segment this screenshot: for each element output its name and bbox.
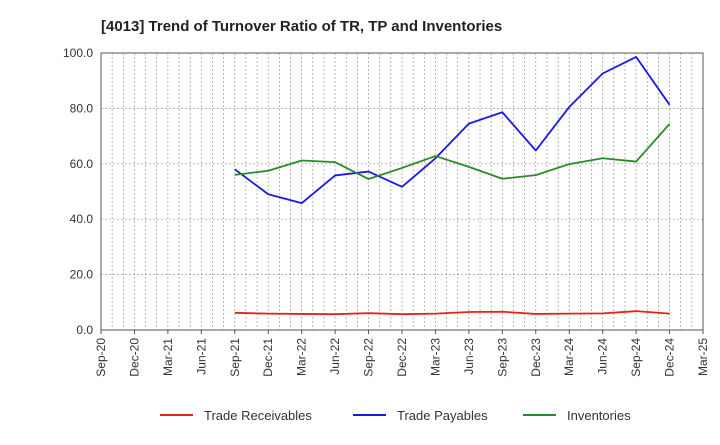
series-line-trade-receivables bbox=[234, 310, 670, 316]
x-tick-label: Mar-21 bbox=[161, 338, 175, 376]
chart-title: [4013] Trend of Turnover Ratio of TR, TP… bbox=[101, 18, 502, 35]
x-tick-label: Jun-24 bbox=[596, 338, 610, 375]
y-tick-label: 0.0 bbox=[76, 323, 93, 337]
x-tick-label: Dec-24 bbox=[663, 338, 677, 377]
x-tick-label: Mar-24 bbox=[562, 338, 576, 376]
y-tick-label: 100.0 bbox=[63, 46, 93, 60]
legend: Trade Receivables Trade Payables Inventori… bbox=[160, 408, 631, 423]
x-tick-label: Mar-25 bbox=[696, 338, 710, 376]
grid bbox=[100, 52, 704, 331]
x-tick-label: Dec-21 bbox=[261, 338, 275, 377]
x-tick-label: Sep-22 bbox=[362, 338, 376, 377]
axes: 0.0 20.0 40.0 60.0 80.0 100.0 Sep-20 Dec-20 Mar-… bbox=[63, 46, 710, 377]
x-tick-label: Sep-20 bbox=[94, 338, 108, 377]
x-tick-label: Mar-22 bbox=[295, 338, 309, 376]
legend-label: Inventories bbox=[567, 408, 631, 423]
legend-label: Trade Receivables bbox=[204, 408, 312, 423]
x-tick-label: Jun-23 bbox=[462, 338, 476, 375]
y-tick-label: 20.0 bbox=[70, 268, 94, 282]
x-tick-label: Dec-23 bbox=[529, 338, 543, 377]
x-tick-label: Sep-23 bbox=[495, 338, 509, 377]
x-tick-label: Jun-21 bbox=[194, 338, 208, 375]
x-tick-label: Mar-23 bbox=[428, 338, 442, 376]
x-tick-label: Sep-21 bbox=[228, 338, 242, 377]
series-lines bbox=[234, 55, 671, 316]
y-tick-label: 80.0 bbox=[70, 101, 94, 115]
series-line-inventories bbox=[234, 123, 671, 180]
x-tick-label: Sep-24 bbox=[629, 338, 643, 377]
x-tick-label: Dec-20 bbox=[127, 338, 141, 377]
series-line-trade-payables bbox=[234, 55, 671, 205]
x-tick-label: Dec-22 bbox=[395, 338, 409, 377]
x-tick-label: Jun-22 bbox=[328, 338, 342, 375]
y-tick-label: 60.0 bbox=[70, 157, 94, 171]
y-tick-label: 40.0 bbox=[70, 212, 94, 226]
legend-label: Trade Payables bbox=[397, 408, 488, 423]
